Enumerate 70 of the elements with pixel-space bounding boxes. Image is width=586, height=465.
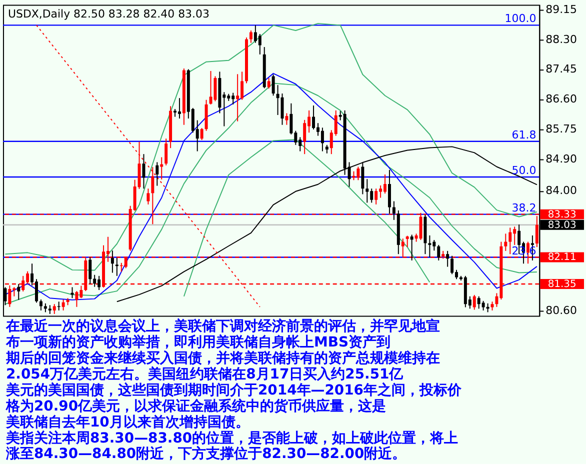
candlestick	[164, 138, 168, 166]
candlestick	[52, 304, 56, 314]
candlestick	[366, 178, 369, 204]
y-tick-label: 89.15	[546, 2, 578, 16]
candlestick	[200, 128, 204, 140]
candlestick	[17, 284, 20, 300]
ref-line-label: 83.03	[548, 220, 576, 231]
candlestick	[214, 76, 217, 102]
y-tick-label: 88.30	[546, 32, 578, 46]
y-tick-label: 80.60	[546, 304, 578, 317]
candlestick	[57, 301, 60, 311]
candlestick	[178, 98, 181, 120]
candlestick	[8, 284, 12, 308]
text: 布一项新的资产收购举措，即利用美联储自身帐上MBS资产到	[4, 334, 391, 351]
candlestick	[472, 294, 476, 310]
text: 期后的回笼资金来继续买入国债，并将美联储持有的资产总规模维持在	[4, 350, 440, 367]
text: 美指关注本周83.30—83.80的位置，是否能上破，如上破此位置，将上	[4, 429, 458, 446]
candlestick	[88, 256, 92, 285]
y-tick-label: 86.60	[546, 92, 578, 106]
annotation: 38.2	[512, 201, 536, 214]
candlestick	[156, 162, 159, 186]
candlestick	[160, 156, 164, 180]
candlestick	[285, 112, 288, 126]
candlestick	[437, 244, 440, 261]
candlestick	[62, 299, 65, 311]
text: 格为20.90亿美元，以求保证金融系统中的货币供应量，这是	[4, 397, 386, 414]
ref-line-label: 81.35	[548, 279, 576, 290]
candlestick	[504, 233, 508, 252]
text: 在最近一次的议息会议上，美联储下调对经济前景的评估，并罕见地宣	[4, 318, 440, 335]
y-tick-label: 85.75	[546, 122, 578, 136]
y-tick-label: 84.90	[546, 152, 578, 166]
candlestick	[410, 234, 414, 261]
candlestick	[39, 299, 42, 311]
candlestick	[142, 154, 146, 190]
candlestick	[110, 250, 114, 274]
candlestick	[388, 169, 391, 214]
candlestick	[75, 290, 78, 308]
text: 2.054万亿美元左右。美国纽约联储在8月17日买入约25.51亿	[6, 366, 404, 382]
candlestick	[428, 234, 432, 258]
annotation: 61.8	[512, 128, 536, 142]
candlestick	[312, 104, 316, 130]
candlestick	[374, 188, 378, 205]
text: 美联储自去年10月以来首次增持国债。	[4, 413, 250, 430]
text: 涨至84.30—84.80附近，下方支撑位于82.30—82.00附近。	[4, 445, 406, 462]
candlestick	[303, 119, 306, 155]
line-series	[4, 22, 538, 271]
candlestick	[276, 84, 280, 116]
candlestick	[272, 74, 275, 96]
annotation: 50.0	[512, 164, 536, 177]
candlestick	[508, 227, 512, 255]
candlestick	[406, 235, 409, 248]
ref-line-label: 82.11	[548, 252, 576, 264]
y-tick-label: 84.00	[546, 184, 578, 198]
candlestick	[361, 162, 364, 195]
candlestick	[146, 188, 150, 205]
candlestick	[258, 34, 262, 55]
candlestick	[450, 255, 454, 275]
candlestick	[115, 257, 118, 276]
text: 美元的美国国债，这些国债到期时间介于2014年—2016年之间，投标价	[4, 381, 462, 398]
chart-title: USDX,Daily 82.50 83.28 82.40 83.03	[8, 8, 210, 21]
candlestick	[392, 200, 396, 220]
candlestick	[446, 250, 450, 268]
candlestick	[320, 127, 324, 152]
y-tick-label: 87.45	[546, 62, 578, 76]
candlestick	[209, 70, 212, 105]
candlestick	[249, 30, 252, 44]
candlestick	[267, 78, 270, 90]
candlestick	[236, 74, 240, 122]
ref-line-label: 83.33	[548, 209, 576, 220]
annotation: 100.0	[504, 12, 536, 26]
